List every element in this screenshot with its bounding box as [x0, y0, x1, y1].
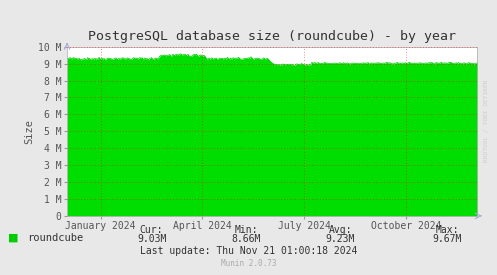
Text: Avg:: Avg: — [329, 225, 352, 235]
Text: 9.67M: 9.67M — [432, 234, 462, 244]
Text: 9.03M: 9.03M — [137, 234, 166, 244]
Text: Cur:: Cur: — [140, 225, 164, 235]
Text: Last update: Thu Nov 21 01:00:18 2024: Last update: Thu Nov 21 01:00:18 2024 — [140, 246, 357, 256]
Text: 9.23M: 9.23M — [326, 234, 355, 244]
Text: Munin 2.0.73: Munin 2.0.73 — [221, 259, 276, 268]
Text: RRDTOOL / TOBI OETIKER: RRDTOOL / TOBI OETIKER — [483, 80, 488, 162]
Text: roundcube: roundcube — [27, 233, 83, 243]
Text: Min:: Min: — [234, 225, 258, 235]
Text: Max:: Max: — [435, 225, 459, 235]
Text: ■: ■ — [8, 233, 19, 243]
Text: 8.66M: 8.66M — [231, 234, 261, 244]
Y-axis label: Size: Size — [24, 119, 34, 144]
Title: PostgreSQL database size (roundcube) - by year: PostgreSQL database size (roundcube) - b… — [88, 30, 456, 43]
